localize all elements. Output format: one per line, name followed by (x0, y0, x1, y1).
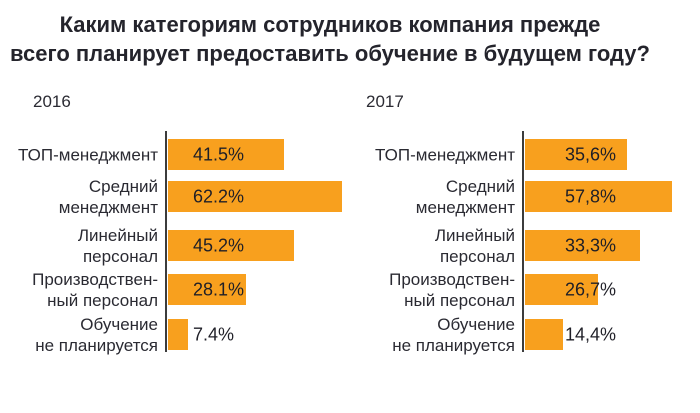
category-label: Производствен- ный персонал (32, 269, 158, 310)
category-label: Производствен- ный персонал (389, 269, 515, 310)
year-label-2017: 2017 (366, 92, 404, 111)
chart-title-line-2: всего планирует предоставить обучение в … (10, 41, 650, 66)
category-label: ТОП-менеджмент (375, 145, 515, 164)
bar (168, 181, 342, 212)
bar (168, 139, 284, 170)
bar-value-label: 26,7% (565, 279, 617, 299)
bar-value-label: 33,3% (565, 235, 617, 255)
chart-title-line-1: Каким категориям сотрудников компания пр… (59, 12, 601, 37)
bar-value-label: 7.4% (193, 324, 235, 344)
bar (525, 181, 672, 212)
bar (525, 319, 563, 350)
chart-title: Каким категориям сотрудников компания пр… (0, 10, 660, 68)
bar-value-label: 35,6% (565, 144, 617, 164)
bar (168, 230, 294, 261)
bar (525, 139, 627, 170)
bar-value-label: 14,4% (565, 324, 617, 344)
bar (168, 319, 188, 350)
category-label: Линейный персонал (77, 225, 158, 266)
y-axis-line (522, 131, 524, 352)
bar (525, 274, 598, 305)
bar-value-label: 28.1% (193, 279, 245, 299)
bar-value-label: 62.2% (193, 186, 245, 206)
y-axis-line (165, 131, 167, 352)
bar (168, 274, 246, 305)
category-label: Линейный персонал (434, 225, 515, 266)
bar-value-label: 57,8% (565, 186, 617, 206)
category-label: Средний менеджмент (415, 176, 515, 217)
category-label: Обучение не планируется (35, 314, 158, 355)
year-label-2016: 2016 (33, 92, 71, 111)
category-label: Обучение не планируется (392, 314, 515, 355)
bar (525, 230, 640, 261)
bar-value-label: 41.5% (193, 144, 245, 164)
category-label: Средний менеджмент (58, 176, 158, 217)
category-label: ТОП-менеджмент (18, 145, 158, 164)
bar-value-label: 45.2% (193, 235, 245, 255)
